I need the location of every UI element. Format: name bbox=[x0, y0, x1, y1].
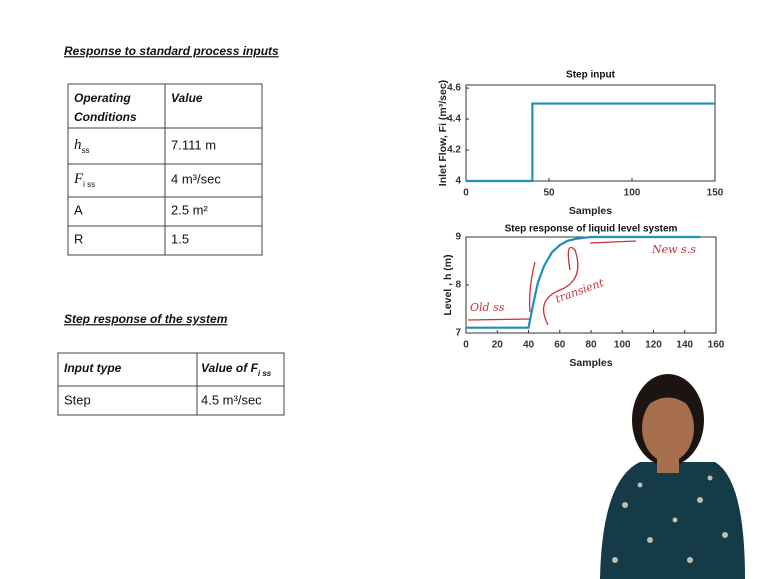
header-text: Value of F bbox=[201, 361, 259, 375]
table-cell: 2.5 m² bbox=[171, 202, 209, 217]
subscript: ss bbox=[82, 146, 90, 155]
table-cell: A bbox=[74, 202, 83, 217]
y-tick-label: 7 bbox=[455, 328, 461, 339]
symbol: h bbox=[74, 137, 82, 153]
body bbox=[600, 462, 745, 579]
x-tick-label: 0 bbox=[463, 340, 469, 351]
table-header: Operating bbox=[74, 91, 131, 105]
x-tick-label: 120 bbox=[645, 340, 662, 351]
chart-title: Step input bbox=[566, 70, 616, 81]
x-axis-label: Samples bbox=[569, 205, 612, 217]
y-axis-label: Inlet Flow, Fi (m³/sec) bbox=[437, 80, 449, 186]
face bbox=[642, 394, 694, 462]
x-tick-label: 50 bbox=[543, 188, 555, 199]
x-tick-label: 140 bbox=[676, 340, 693, 351]
subscript: i ss bbox=[83, 180, 95, 189]
y-tick-label: 4 bbox=[455, 176, 461, 187]
x-tick-label: 160 bbox=[708, 340, 725, 351]
table-cell: 7.111 m bbox=[171, 137, 216, 152]
x-tick-label: 40 bbox=[523, 340, 535, 351]
x-tick-label: 20 bbox=[492, 340, 504, 351]
neck bbox=[657, 455, 679, 473]
y-tick-label: 4.6 bbox=[447, 83, 461, 94]
x-tick-label: 100 bbox=[614, 340, 631, 351]
x-tick-label: 80 bbox=[585, 340, 597, 351]
table-cell: Step bbox=[64, 392, 91, 407]
y-tick-label: 9 bbox=[455, 232, 461, 243]
y-tick-label: 8 bbox=[455, 280, 461, 291]
table-cell: 4.5 m³/sec bbox=[201, 392, 262, 407]
table-cell: 4 m³/sec bbox=[171, 171, 221, 186]
chart-title: Step response of liquid level system bbox=[505, 224, 678, 235]
table-header: Conditions bbox=[74, 110, 137, 124]
x-tick-label: 0 bbox=[463, 188, 469, 199]
subscript: i ss bbox=[258, 369, 272, 378]
table-cell: 1.5 bbox=[171, 231, 189, 246]
heading: Step response of the system bbox=[64, 312, 228, 326]
x-tick-label: 60 bbox=[554, 340, 566, 351]
handwritten-note: Old ss bbox=[470, 301, 505, 314]
y-tick-label: 4.4 bbox=[447, 114, 461, 125]
x-tick-label: 100 bbox=[624, 188, 641, 199]
y-tick-label: 4.2 bbox=[447, 145, 461, 156]
y-axis-label: Level , h (m) bbox=[442, 254, 454, 315]
heading: Response to standard process inputs bbox=[64, 44, 279, 58]
slide: Response to standard process inputs Oper… bbox=[0, 0, 763, 579]
x-tick-label: 150 bbox=[707, 188, 724, 199]
handwritten-note: New s.s bbox=[651, 243, 696, 256]
table-cell: R bbox=[74, 231, 83, 246]
table-header: Value bbox=[171, 91, 203, 105]
x-axis-label: Samples bbox=[569, 357, 612, 369]
table-header: Input type bbox=[64, 361, 122, 375]
